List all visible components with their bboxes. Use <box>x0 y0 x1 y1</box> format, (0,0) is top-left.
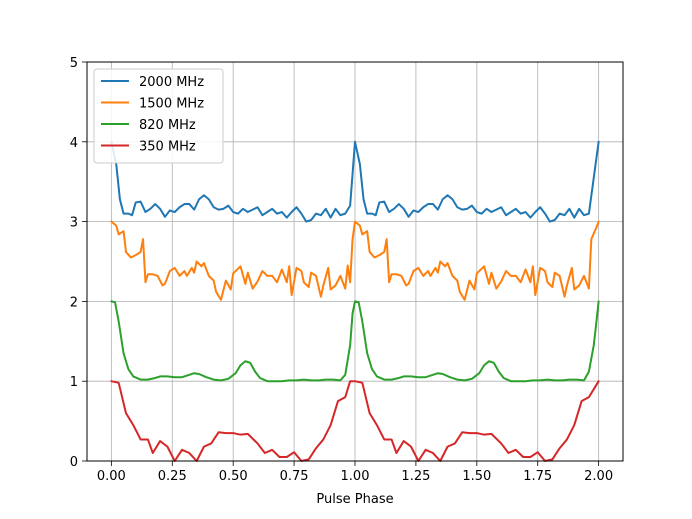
series-line-350-mhz <box>110 380 600 462</box>
legend-entry-label: 1500 MHz <box>139 97 204 112</box>
legend-entry-label: 350 MHz <box>139 140 196 155</box>
axis-ticks: 0.00 0.25 0.50 0.75 1.00 1.25 1.50 1.75 2.00 0 1 2 3… <box>70 56 613 484</box>
x-tick-label: 0.50 <box>219 469 248 484</box>
y-tick-label: 1 <box>70 375 78 390</box>
x-tick-label: 1.25 <box>401 469 430 484</box>
series-lines <box>110 140 600 462</box>
x-tick-label: 0.25 <box>158 469 187 484</box>
y-tick-label: 5 <box>70 56 78 71</box>
x-tick-label: 0.00 <box>97 469 126 484</box>
x-tick-label: 1.00 <box>341 469 370 484</box>
y-tick-label: 3 <box>70 216 78 231</box>
x-axis-label: Pulse Phase <box>316 492 393 507</box>
y-tick-label: 0 <box>70 455 78 470</box>
legend-box <box>93 68 224 164</box>
series-line-1500-mhz <box>110 220 600 301</box>
y-tick-label: 2 <box>70 295 78 310</box>
x-tick-label: 0.75 <box>280 469 309 484</box>
legend-entry-label: 820 MHz <box>139 118 196 133</box>
series-line-820-mhz <box>110 300 600 383</box>
legend-entry-label: 2000 MHz <box>139 75 204 90</box>
x-tick-label: 1.75 <box>523 469 552 484</box>
y-tick-label: 4 <box>70 136 78 151</box>
x-tick-label: 1.50 <box>462 469 491 484</box>
x-tick-label: 2.00 <box>584 469 613 484</box>
series-line-2000-mhz <box>110 140 600 223</box>
legend: 2000 MHz 1500 MHz 820 MHz 350 MHz <box>93 68 224 164</box>
